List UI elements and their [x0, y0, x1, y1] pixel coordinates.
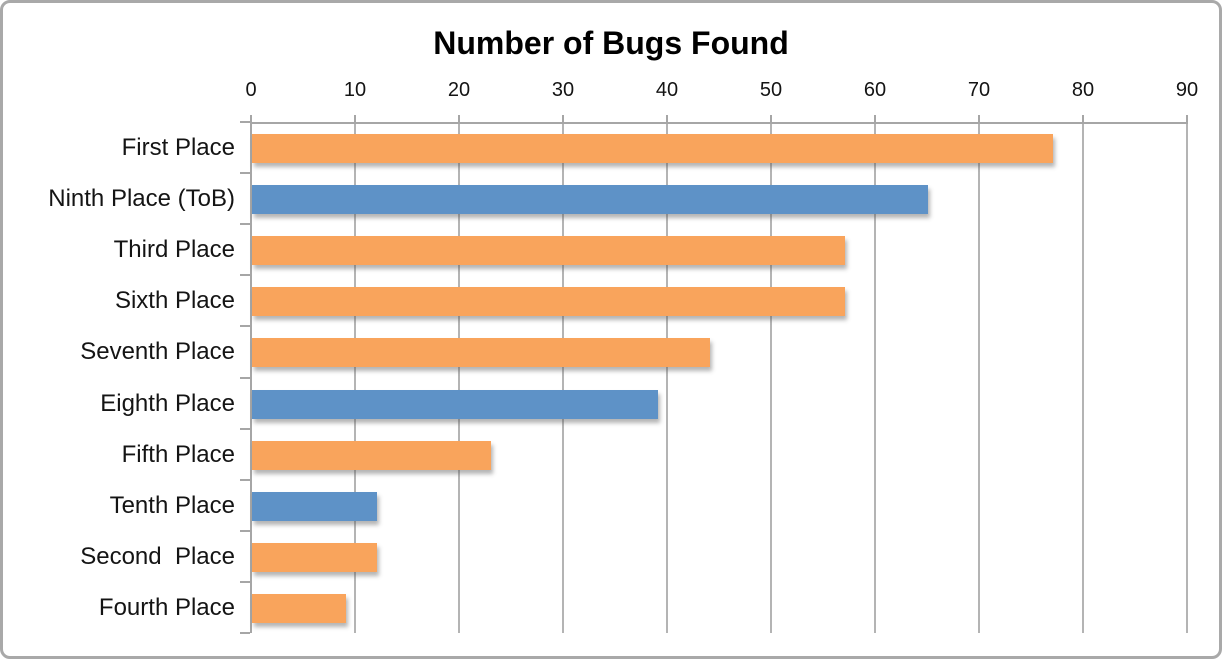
x-axis-tick-label: 10 [343, 79, 367, 101]
bar-first-place [252, 134, 1053, 163]
x-axis-tick-label: 80 [1071, 79, 1095, 101]
y-axis-tick-mark [240, 325, 250, 328]
bar-fourth-place [252, 593, 346, 623]
x-axis-tick-mark [1186, 115, 1188, 130]
gridline [1082, 124, 1084, 633]
y-axis-tick-mark [240, 376, 250, 379]
x-axis-tick-mark [770, 115, 772, 130]
y-axis-tick-mark [240, 427, 250, 430]
y-axis-tick-mark [240, 632, 250, 634]
category-label: Fifth Place [121, 440, 235, 468]
category-label: Fourth Place [98, 593, 235, 621]
bar-tenth-place [252, 491, 377, 521]
bar-fifth-place [252, 440, 492, 470]
y-axis-tick-mark [240, 478, 250, 481]
x-axis-tick-mark [562, 115, 564, 130]
x-axis-tick-label: 90 [1175, 79, 1199, 101]
y-axis-tick-mark [240, 121, 250, 123]
gridline [978, 124, 980, 633]
y-axis-tick-mark [240, 223, 250, 226]
bar-second-place [252, 542, 377, 572]
x-axis-tick-label: 20 [447, 79, 471, 101]
y-axis-tick-mark [240, 580, 250, 583]
x-axis-tick-mark [458, 115, 460, 130]
gridline [354, 124, 356, 633]
x-axis-tick-label: 30 [551, 79, 575, 101]
gridline [562, 124, 564, 633]
y-axis-tick-mark [240, 529, 250, 532]
x-axis-tick-label: 40 [655, 79, 679, 101]
x-axis-tick-label: 0 [245, 79, 257, 101]
gridline [874, 124, 876, 633]
x-axis-tick-label: 70 [967, 79, 991, 101]
x-axis-tick-mark [978, 115, 980, 130]
x-axis-tick-mark [250, 115, 252, 130]
category-label: Eighth Place [100, 389, 235, 417]
x-axis-tick-mark [874, 115, 876, 130]
x-axis-line [250, 122, 1188, 124]
bar-eighth-place [252, 389, 658, 419]
x-axis-tick-label: 60 [863, 79, 887, 101]
y-axis-tick-mark [240, 172, 250, 175]
bar-sixth-place [252, 287, 845, 317]
category-label: Tenth Place [109, 491, 235, 519]
category-label: Second Place [80, 542, 235, 570]
category-label: Third Place [113, 236, 235, 264]
category-label: First Place [121, 134, 235, 161]
bar-seventh-place [252, 338, 710, 368]
gridline [1186, 124, 1188, 633]
y-axis-tick-mark [240, 274, 250, 277]
bar-third-place [252, 236, 845, 266]
x-axis-tick-mark [666, 115, 668, 130]
x-axis-tick-mark [354, 115, 356, 130]
category-label: Ninth Place (ToB) [48, 185, 235, 213]
gridline [770, 124, 772, 633]
x-axis-tick-label: 50 [759, 79, 783, 101]
gridline [458, 124, 460, 633]
bar-ninth-place-tob [252, 185, 928, 215]
y-axis-line [250, 122, 252, 633]
x-axis-tick-mark [1082, 115, 1084, 130]
category-label: Sixth Place [114, 287, 235, 315]
gridline [666, 124, 668, 633]
chart-title: Number of Bugs Found [433, 25, 789, 61]
category-label: Seventh Place [80, 338, 235, 366]
